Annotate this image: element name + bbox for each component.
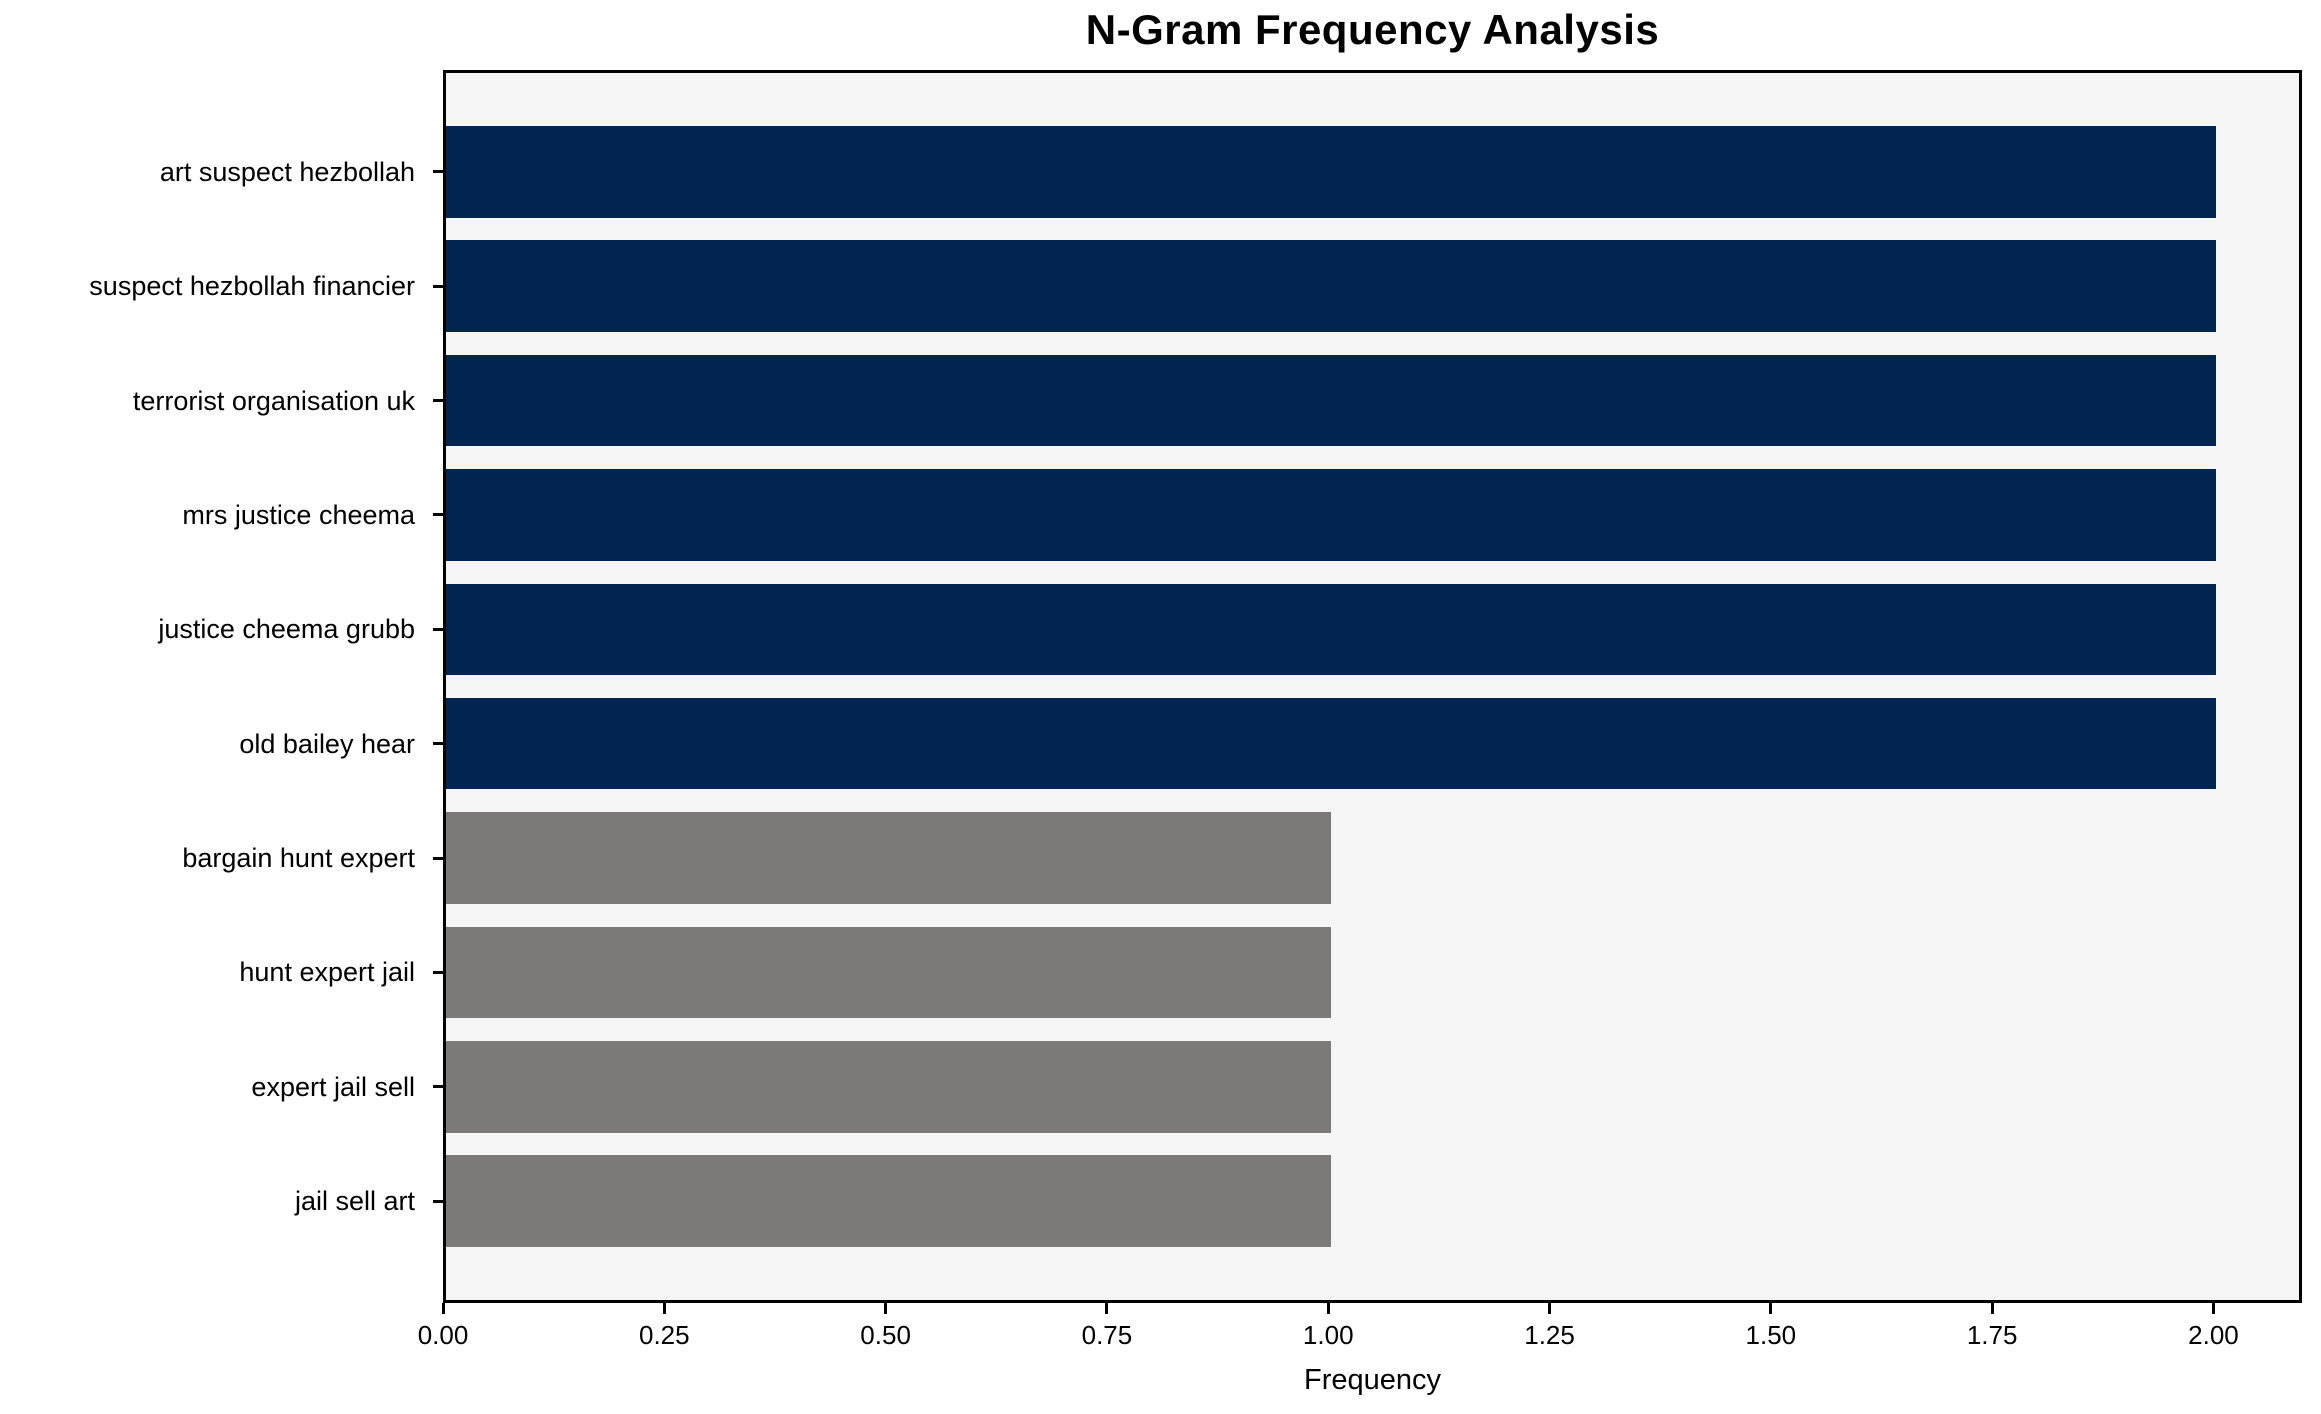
x-tick-mark — [662, 1303, 666, 1314]
y-tick-mark — [433, 1199, 443, 1203]
bar-mrs-justice-cheema — [446, 469, 2217, 561]
y-tick-mark — [433, 170, 443, 174]
y-tick-mark — [433, 513, 443, 517]
y-tick-label: expert jail sell — [251, 1071, 415, 1102]
bar-jail-sell-art — [446, 1155, 1332, 1247]
chart-title: N-Gram Frequency Analysis — [1085, 6, 1660, 53]
bar-justice-cheema-grubb — [446, 583, 2217, 676]
x-tick-mark — [1990, 1303, 1994, 1314]
x-tick-label: 0.25 — [638, 1320, 690, 1350]
bar-art-suspect-hezbollah — [446, 126, 2217, 218]
bar-bargain-hunt-expert — [446, 812, 1332, 904]
bar-suspect-hezbollah-financier — [446, 240, 2217, 332]
bar-expert-jail-sell — [446, 1041, 1332, 1133]
x-tick-label: 1.25 — [1524, 1320, 1575, 1350]
bars-container — [446, 73, 2299, 1300]
bar-old-bailey-hear — [446, 697, 2217, 790]
bar-terrorist-organisation-uk — [446, 354, 2217, 447]
x-axis-label: Frequency — [1303, 1364, 1441, 1396]
y-tick-label: jail sell art — [294, 1186, 415, 1217]
x-tick-mark — [884, 1303, 888, 1314]
x-tick-label: 2.00 — [2188, 1320, 2239, 1350]
x-tick-label: 0.50 — [860, 1320, 911, 1350]
x-tick-mark — [1326, 1303, 1330, 1314]
y-tick-mark — [433, 399, 443, 403]
y-tick-label: old bailey hear — [239, 728, 415, 759]
x-tick-mark — [441, 1303, 445, 1314]
y-tick-label: mrs justice cheema — [182, 499, 415, 530]
y-tick-mark — [433, 856, 443, 860]
y-tick-label: art suspect hezbollah — [159, 156, 415, 187]
plot-area — [443, 70, 2302, 1303]
y-tick-mark — [433, 627, 443, 631]
x-tick-mark — [1548, 1303, 1552, 1314]
y-tick-label: hunt expert jail — [239, 957, 415, 988]
y-tick-mark — [433, 1085, 443, 1089]
x-tick-label: 0.00 — [417, 1320, 469, 1350]
y-tick-label: bargain hunt expert — [182, 843, 415, 874]
x-tick-label: 1.75 — [1966, 1320, 2018, 1350]
x-tick-mark — [2211, 1303, 2215, 1314]
y-tick-label: justice cheema grubb — [158, 614, 415, 645]
bar-hunt-expert-jail — [446, 926, 1332, 1019]
y-tick-mark — [433, 970, 443, 974]
x-tick-mark — [1769, 1303, 1773, 1314]
y-tick-mark — [433, 742, 443, 746]
y-tick-label: terrorist organisation uk — [132, 385, 415, 416]
x-tick-label: 1.00 — [1302, 1320, 1354, 1350]
x-tick-mark — [1105, 1303, 1109, 1314]
y-tick-label: suspect hezbollah financier — [89, 271, 415, 302]
x-tick-label: 0.75 — [1081, 1320, 1133, 1350]
x-tick-label: 1.50 — [1745, 1320, 1797, 1350]
y-tick-mark — [433, 284, 443, 288]
